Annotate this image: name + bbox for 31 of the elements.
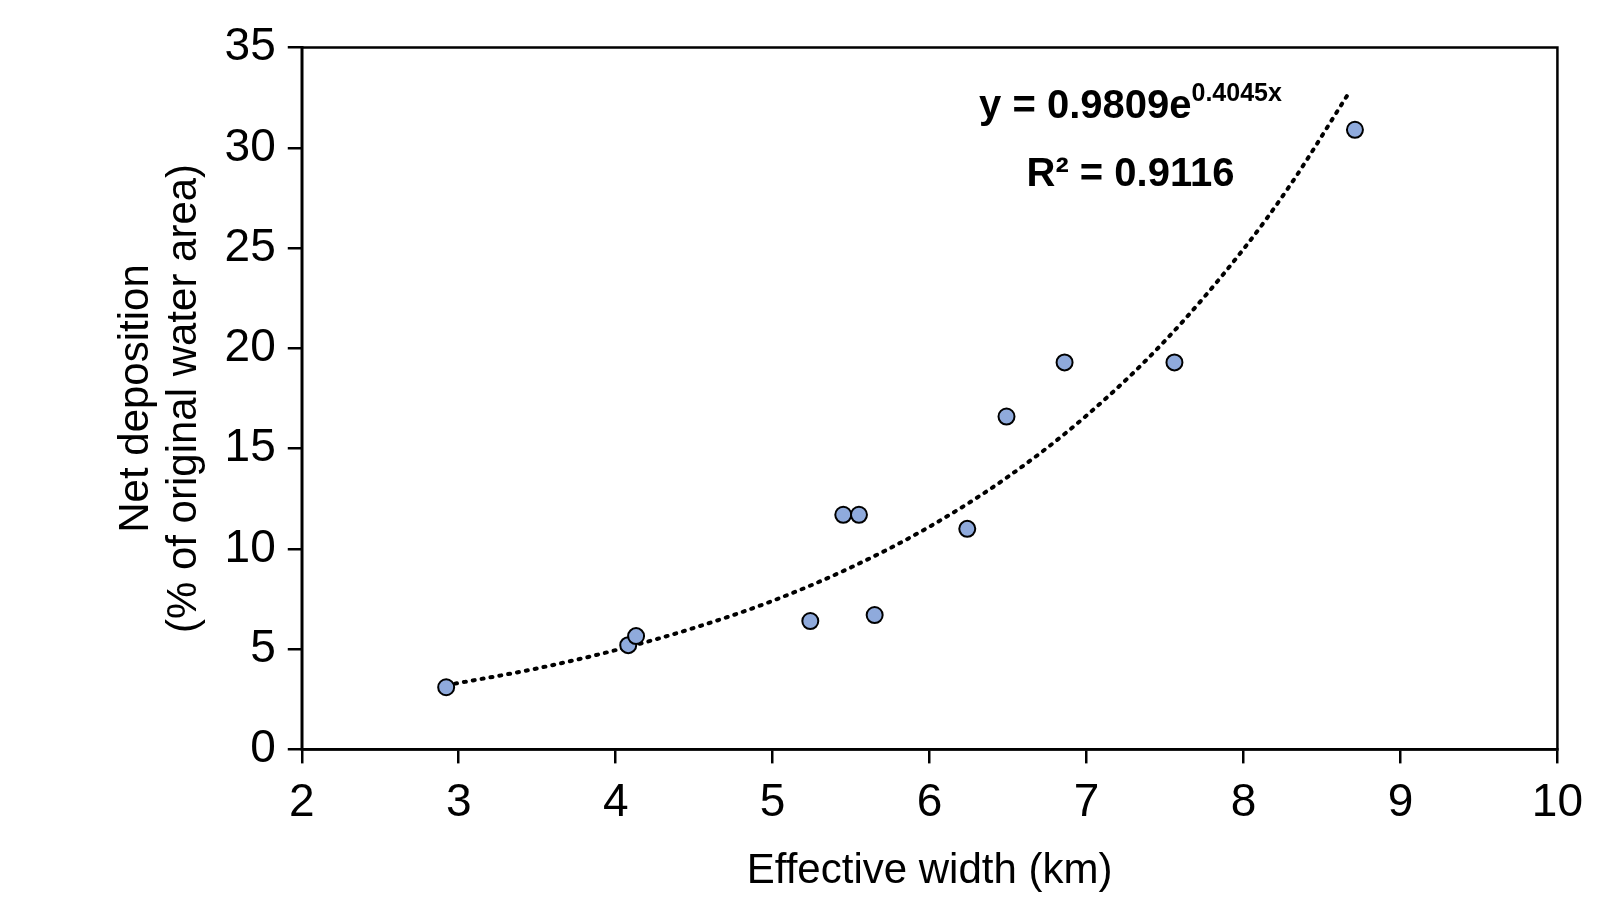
point bbox=[849, 505, 868, 524]
point bbox=[627, 627, 646, 646]
point bbox=[437, 678, 456, 697]
y-tick-label: 25 bbox=[224, 218, 276, 271]
y-axis-title: Net deposition (% of original water area) bbox=[109, 163, 206, 634]
x-tick-label: 8 bbox=[1230, 773, 1257, 826]
x-tick-label: 10 bbox=[1531, 773, 1583, 826]
point bbox=[834, 505, 853, 524]
x-tick-label: 2 bbox=[288, 773, 315, 826]
y-tick-label: 20 bbox=[224, 319, 276, 372]
point bbox=[1165, 353, 1184, 372]
point bbox=[997, 407, 1016, 426]
x-tick-label: 5 bbox=[759, 773, 786, 826]
y-tick-label: 35 bbox=[224, 18, 276, 71]
y-tick-label: 10 bbox=[224, 519, 276, 572]
x-tick-label: 7 bbox=[1073, 773, 1100, 826]
x-tick-label: 6 bbox=[916, 773, 943, 826]
y-tick-label: 30 bbox=[224, 118, 276, 171]
y-tick-label: 0 bbox=[250, 720, 276, 773]
annotation: R² = 0.9116 bbox=[1026, 149, 1235, 194]
x-tick-label: 4 bbox=[602, 773, 629, 826]
y-tick-label: 15 bbox=[224, 419, 276, 472]
point bbox=[1345, 120, 1364, 139]
point bbox=[958, 519, 977, 538]
x-tick-label: 9 bbox=[1387, 773, 1414, 826]
x-axis-title: Effective width (km) bbox=[746, 845, 1113, 893]
point bbox=[1055, 353, 1074, 372]
point bbox=[865, 606, 884, 625]
x-tick-label: 3 bbox=[445, 773, 472, 826]
y-tick-label: 5 bbox=[250, 619, 276, 672]
point bbox=[801, 612, 820, 631]
